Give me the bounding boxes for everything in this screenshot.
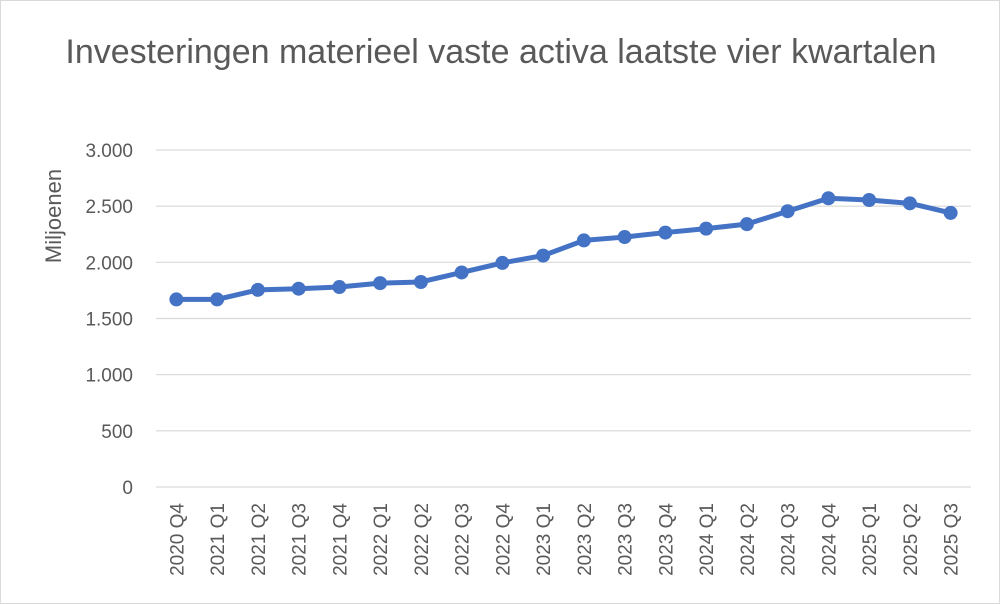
y-axis-title: Miljoenen [41, 169, 66, 263]
x-tick-label: 2022 Q4 [493, 503, 514, 576]
data-point [862, 192, 877, 207]
x-tick-label: 2021 Q1 [208, 503, 229, 576]
series-group [169, 191, 958, 307]
data-point [780, 204, 795, 219]
y-tick-label: 500 [101, 422, 133, 443]
x-tick-label: 2021 Q2 [249, 503, 270, 576]
x-tick-label: 2025 Q1 [860, 503, 881, 576]
data-point [699, 221, 714, 236]
data-point [454, 265, 469, 280]
chart-title: Investeringen materieel vaste activa laa… [65, 33, 937, 71]
data-point [210, 292, 225, 307]
x-tick-label: 2021 Q3 [290, 503, 311, 576]
data-point [169, 292, 184, 307]
data-point [902, 196, 917, 211]
data-point [943, 205, 958, 220]
data-point [739, 217, 754, 232]
x-tick-label: 2023 Q3 [616, 503, 637, 576]
x-tick-label: 2023 Q2 [575, 503, 596, 576]
y-tick-label: 2.500 [85, 197, 133, 218]
data-point [658, 225, 673, 240]
data-point [373, 276, 388, 291]
data-point [250, 282, 265, 297]
data-point [617, 230, 632, 245]
y-tick-label: 0 [122, 478, 133, 499]
x-tick-label: 2022 Q3 [453, 503, 474, 576]
data-point [536, 248, 551, 263]
x-tick-label: 2024 Q2 [738, 503, 759, 576]
x-tick-label: 2023 Q1 [534, 503, 555, 576]
x-tick-label: 2023 Q4 [656, 503, 677, 576]
data-point [576, 233, 591, 248]
x-tick-label: 2024 Q3 [779, 503, 800, 576]
x-tick-label: 2020 Q4 [167, 503, 188, 576]
x-tick-label: 2025 Q2 [901, 503, 922, 576]
gridlines [156, 149, 971, 488]
x-tick-label: 2024 Q4 [819, 503, 840, 576]
data-point [332, 280, 347, 295]
y-tick-label: 3.000 [85, 141, 133, 162]
series-line [173, 195, 954, 302]
data-point [413, 274, 428, 289]
x-tick-label: 2022 Q2 [412, 503, 433, 576]
y-tick-label: 1.500 [85, 310, 133, 331]
x-tick-label: 2024 Q1 [697, 503, 718, 576]
data-point [495, 255, 510, 270]
data-point [821, 191, 836, 206]
x-axis-tick-labels: 2020 Q4 2021 Q1 2021 Q2 2021 Q3 2021 Q4 2022 … [167, 503, 962, 576]
x-tick-label: 2022 Q1 [371, 503, 392, 576]
x-tick-label: 2025 Q3 [942, 503, 963, 576]
y-tick-label: 1.000 [85, 366, 133, 387]
x-tick-label: 2021 Q4 [330, 503, 351, 576]
data-point [291, 281, 306, 296]
y-tick-label: 2.000 [85, 253, 133, 274]
y-axis-tick-labels: 0 500 1.000 1.500 2.000 2.500 3.000 [85, 141, 133, 499]
